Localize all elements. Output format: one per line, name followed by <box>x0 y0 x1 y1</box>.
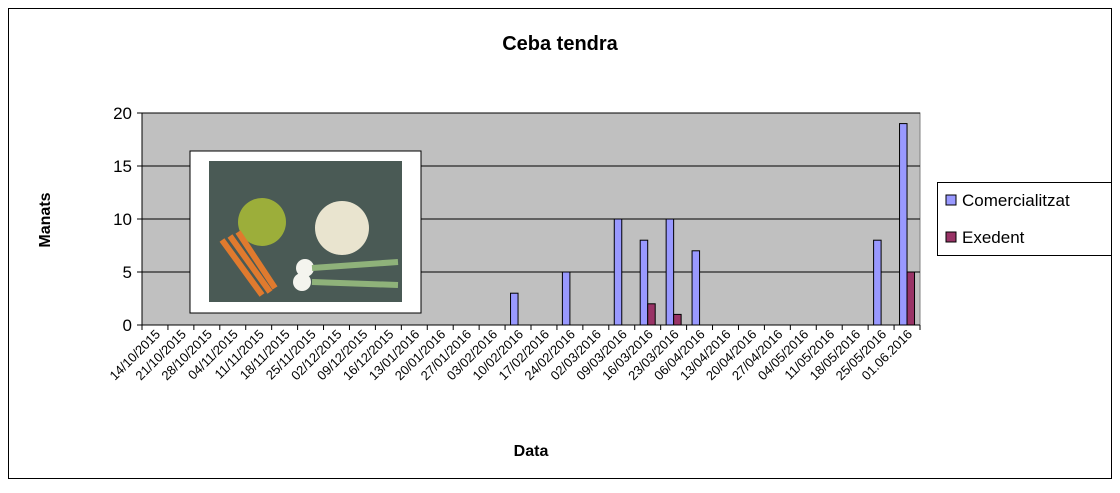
photo <box>189 150 422 314</box>
bar <box>665 218 675 326</box>
bar <box>691 250 701 326</box>
bar <box>561 271 571 326</box>
chart-title: Ceba tendra <box>502 33 618 55</box>
bar <box>613 218 623 326</box>
bar <box>510 292 519 326</box>
bar <box>639 239 649 326</box>
legend-swatch <box>945 194 957 206</box>
photo-broccoli <box>238 198 286 246</box>
legend-label: Comercialitzat <box>962 191 1070 210</box>
legend: Comercialitzat Exedent <box>937 182 1112 256</box>
y-tick-label: 15 <box>113 157 132 176</box>
photo-onion <box>296 259 314 277</box>
y-tick-label: 5 <box>123 263 132 282</box>
photo-onion <box>293 273 311 291</box>
x-axis-label: Data <box>514 443 549 460</box>
legend-label: Exedent <box>962 228 1025 247</box>
y-tick-label: 0 <box>123 316 132 335</box>
photo-cauliflower <box>315 201 369 255</box>
photo-leeks <box>311 259 399 288</box>
bar <box>906 271 916 326</box>
photo-carrots <box>219 230 278 297</box>
bar <box>647 303 656 326</box>
bar <box>673 313 682 326</box>
y-tick-label: 20 <box>113 104 132 123</box>
bar <box>873 239 882 326</box>
y-axis-label: Manats <box>37 192 54 247</box>
bar <box>899 123 908 326</box>
legend-swatch <box>945 231 957 243</box>
legend-box <box>937 182 1112 256</box>
y-tick-label: 10 <box>113 210 132 229</box>
